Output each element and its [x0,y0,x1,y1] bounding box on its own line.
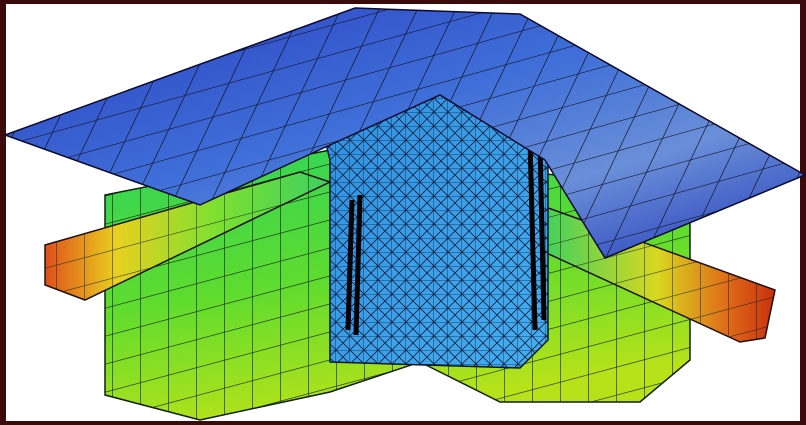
top-plate-mesh [5,8,805,258]
cube-edges [345,139,547,336]
left-beam-mesh [45,172,330,300]
inner-cube-mesh [325,95,548,368]
